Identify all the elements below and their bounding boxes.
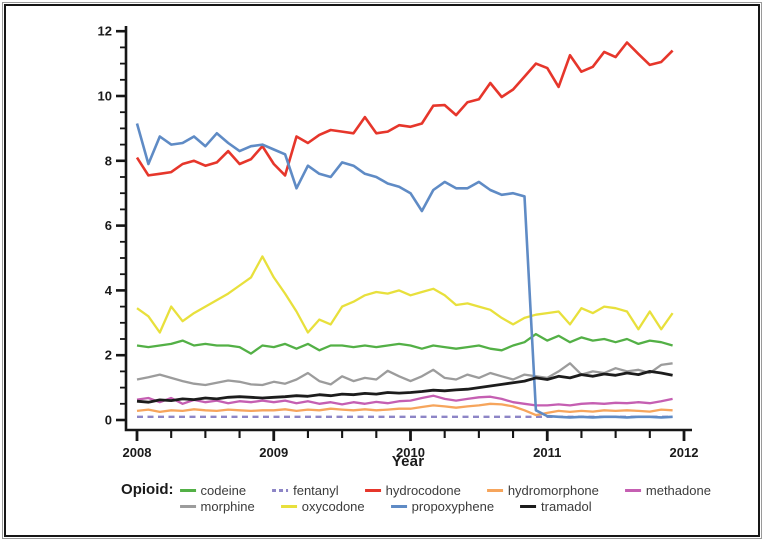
legend-item-oxycodone: oxycodone [280,498,365,514]
legend-item-tramadol: tramadol [520,499,592,514]
legend-label-methadone: methadone [645,482,711,498]
series-oxycodone-line [136,255,674,334]
y-tick-label-12: 12 [98,24,112,39]
x-tick-label-2012: 2012 [670,445,699,460]
legend-swatch-methadone-icon [624,488,641,492]
legend-swatch-tramadol-icon [520,504,537,508]
legend-swatch-morphine-icon [179,504,196,508]
legend-rows: codeine fentanyl hydrocodone hydromorphone m… [179,482,711,514]
series-tramadol-line [136,369,673,404]
series-hydromorphone-line [136,402,673,417]
series-morphine-line [136,362,673,387]
series-propoxyphene-line [135,123,673,419]
opioid-dispensing-line-chart: 0 2 4 6 8 10 12 2008 2009 2010 2011 2012 [98,24,699,460]
legend-swatch-hydromorphone-icon [486,488,503,492]
legend-row-1: codeine fentanyl hydrocodone hydromorphone m… [179,482,711,498]
legend-label-morphine: morphine [200,498,255,514]
legend-label-propoxyphene: propoxyphene [411,498,495,514]
y-tick-label-6: 6 [105,218,112,233]
legend-item-morphine: morphine [179,498,255,514]
x-axis-title: Year [391,453,425,470]
legend-item-fentanyl: fentanyl [272,483,339,498]
legend-row-2: morphine oxycodone propoxyphene tramadol [179,498,711,514]
legend-swatch-oxycodone-icon [280,504,297,508]
y-tick-label-10: 10 [98,89,112,104]
legend-item-codeine: codeine [179,482,247,498]
legend-item-hydromorphone: hydromorphone [486,482,599,498]
x-tick-label-2008: 2008 [123,445,152,460]
legend-label-tramadol: tramadol [541,498,592,514]
legend-label-codeine: codeine [200,482,247,498]
y-tick-label-8: 8 [105,153,112,168]
x-tick-label-2010: 2010 [396,445,425,460]
legend-item-hydrocodone: hydrocodone [364,482,461,498]
legend-title: Opioid: [121,481,174,498]
y-tick-label-4: 4 [105,283,113,298]
y-tick-label-0: 0 [105,413,112,428]
legend-swatch-hydrocodone-icon [364,488,381,492]
legend-label-fentanyl: fentanyl [293,482,339,498]
legend-item-methadone: methadone [624,482,711,498]
series-methadone-line [136,394,673,407]
x-tick-label-2011: 2011 [533,445,561,460]
series-codeine-line [136,332,673,355]
legend-item-propoxyphene: propoxyphene [390,498,495,514]
legend-label-hydromorphone: hydromorphone [507,482,599,498]
axis-lines [124,26,692,432]
legend-swatch-fentanyl-icon [272,488,289,492]
legend-label-hydrocodone: hydrocodone [385,482,461,498]
x-tick-label-2009: 2009 [259,445,288,460]
legend-swatch-propoxyphene-icon [390,504,407,508]
y-tick-label-2: 2 [105,348,112,363]
chart-legend: Opioid: codeine fentanyl hydrocodone hydrom… [121,482,711,514]
legend-label-oxycodone: oxycodone [301,498,365,514]
legend-swatch-codeine-icon [179,488,196,492]
series-hydrocodone-line [135,41,674,177]
